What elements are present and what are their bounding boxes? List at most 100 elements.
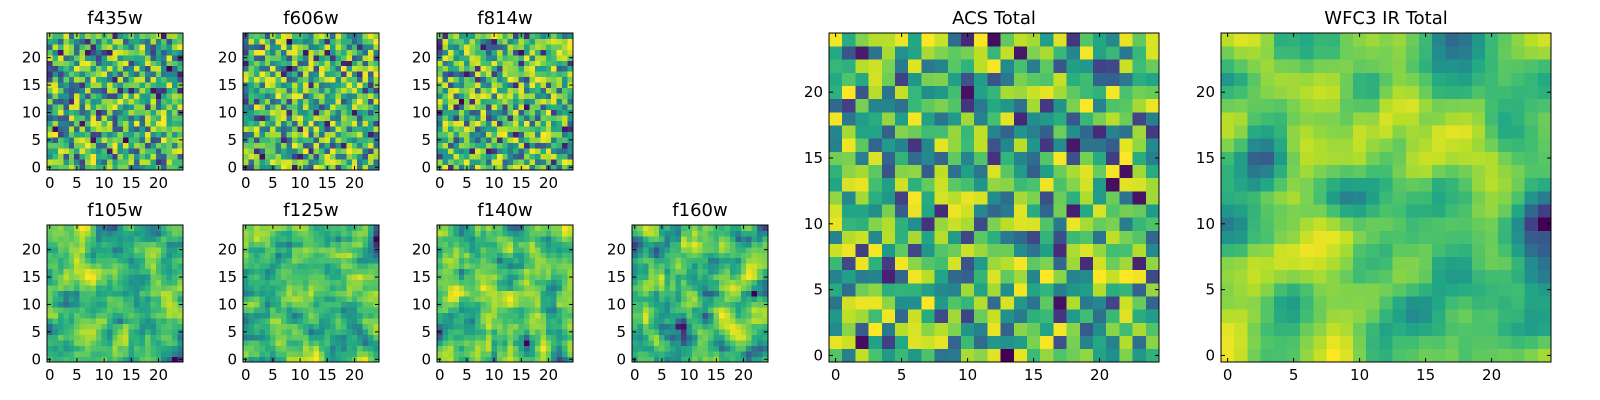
heatmap-cell bbox=[128, 301, 135, 308]
heatmap-cell bbox=[270, 318, 276, 324]
heatmap-cell bbox=[52, 87, 59, 94]
heatmap-cell bbox=[659, 290, 665, 297]
y-tick-label: 0 bbox=[31, 158, 41, 176]
heatmap-cell bbox=[57, 82, 64, 89]
heatmap-cell bbox=[68, 142, 75, 149]
heatmap-cell bbox=[248, 137, 255, 143]
heatmap-cell bbox=[351, 71, 358, 78]
heatmap-cell bbox=[642, 312, 649, 319]
heatmap-cell bbox=[362, 329, 369, 335]
heatmap-cell bbox=[52, 274, 59, 281]
heatmap-cell bbox=[708, 318, 714, 324]
heatmap-cell bbox=[518, 137, 525, 143]
heatmap-cell bbox=[632, 307, 638, 314]
heatmap-cell bbox=[95, 98, 102, 105]
heatmap-cell bbox=[243, 49, 249, 56]
heatmap-cell bbox=[166, 257, 173, 264]
heatmap-cell bbox=[675, 334, 682, 341]
heatmap-cell bbox=[362, 148, 369, 154]
heatmap-cell bbox=[52, 126, 59, 132]
heatmap-cell bbox=[637, 345, 644, 352]
heatmap-cell bbox=[453, 164, 460, 171]
heatmap-cell bbox=[128, 285, 135, 292]
heatmap-cells bbox=[437, 225, 574, 363]
heatmap-cell bbox=[351, 307, 358, 314]
heatmap-cell bbox=[291, 334, 298, 341]
heatmap-cell bbox=[134, 104, 140, 111]
heatmap-cell bbox=[112, 351, 119, 357]
heatmap-cell bbox=[112, 33, 119, 39]
heatmap-cell bbox=[362, 356, 369, 363]
heatmap-cell bbox=[513, 71, 519, 78]
heatmap-cell bbox=[123, 274, 129, 281]
heatmap-cell bbox=[458, 65, 465, 72]
heatmap-cell bbox=[1027, 283, 1041, 297]
heatmap-cell bbox=[735, 246, 742, 253]
heatmap-cell bbox=[248, 33, 255, 39]
heatmap-cell bbox=[1000, 204, 1015, 218]
heatmap-cell bbox=[324, 93, 331, 100]
heatmap-cell bbox=[275, 87, 282, 94]
heatmap-cell bbox=[934, 164, 949, 179]
heatmap-cell bbox=[453, 329, 460, 335]
heatmap-cell bbox=[1066, 217, 1081, 231]
heatmap-cell bbox=[335, 225, 342, 231]
heatmap-cell bbox=[480, 109, 487, 116]
heatmap-cell bbox=[659, 307, 665, 314]
heatmap-cell bbox=[248, 49, 255, 56]
heatmap-cell bbox=[556, 290, 563, 297]
heatmap-cell bbox=[458, 115, 465, 122]
heatmap-cell bbox=[297, 109, 304, 116]
heatmap-cell bbox=[346, 334, 353, 341]
heatmap-cell bbox=[529, 115, 536, 122]
heatmap-cell bbox=[90, 65, 97, 72]
heatmap-cell bbox=[1066, 230, 1081, 244]
heatmap-cell bbox=[264, 285, 271, 292]
heatmap-cell bbox=[453, 159, 460, 165]
heatmap-cell bbox=[691, 301, 698, 308]
heatmap-cell bbox=[713, 274, 720, 281]
heatmap-cell bbox=[362, 153, 369, 160]
heatmap-cell bbox=[534, 65, 541, 72]
heatmap-cell bbox=[724, 225, 731, 231]
heatmap-cell bbox=[308, 329, 315, 335]
heatmap-cell bbox=[79, 230, 86, 237]
heatmap-cell bbox=[357, 241, 364, 248]
heatmap-cell bbox=[475, 301, 481, 308]
heatmap-cell bbox=[437, 131, 443, 138]
heatmap-cell bbox=[507, 241, 514, 248]
heatmap-cell bbox=[297, 120, 304, 127]
heatmap-cell bbox=[166, 290, 173, 297]
heatmap-cell bbox=[513, 351, 519, 357]
heatmap-cell bbox=[324, 241, 331, 248]
heatmap-cell bbox=[485, 274, 492, 281]
heatmap-cell bbox=[286, 274, 293, 281]
heatmap-cell bbox=[458, 230, 465, 237]
heatmap-cell bbox=[128, 120, 135, 127]
heatmap-cell bbox=[259, 49, 266, 56]
heatmap-cell bbox=[485, 159, 492, 165]
heatmap-cell bbox=[475, 290, 481, 297]
heatmap-cell bbox=[447, 340, 454, 346]
heatmap-cell bbox=[447, 225, 454, 231]
heatmap-cell bbox=[90, 312, 97, 319]
heatmap-cell bbox=[529, 274, 536, 281]
heatmap-cell bbox=[112, 340, 119, 346]
heatmap-cell bbox=[469, 109, 476, 116]
heatmap-cell bbox=[117, 225, 124, 231]
heatmap-cell bbox=[724, 235, 731, 242]
heatmap-cell bbox=[491, 159, 498, 165]
heatmap-cell bbox=[264, 49, 271, 56]
heatmap-cell bbox=[79, 296, 86, 303]
heatmap-cell bbox=[545, 290, 552, 297]
heatmap-cell bbox=[1132, 296, 1147, 310]
heatmap-cell bbox=[751, 301, 758, 308]
heatmap-cell bbox=[253, 230, 260, 237]
heatmap-cell bbox=[330, 65, 336, 72]
heatmap-cell bbox=[123, 329, 129, 335]
heatmap-cell bbox=[259, 120, 266, 127]
heatmap-cell bbox=[842, 217, 856, 231]
heatmap-cell bbox=[475, 148, 481, 154]
heatmap-cell bbox=[1013, 256, 1028, 271]
